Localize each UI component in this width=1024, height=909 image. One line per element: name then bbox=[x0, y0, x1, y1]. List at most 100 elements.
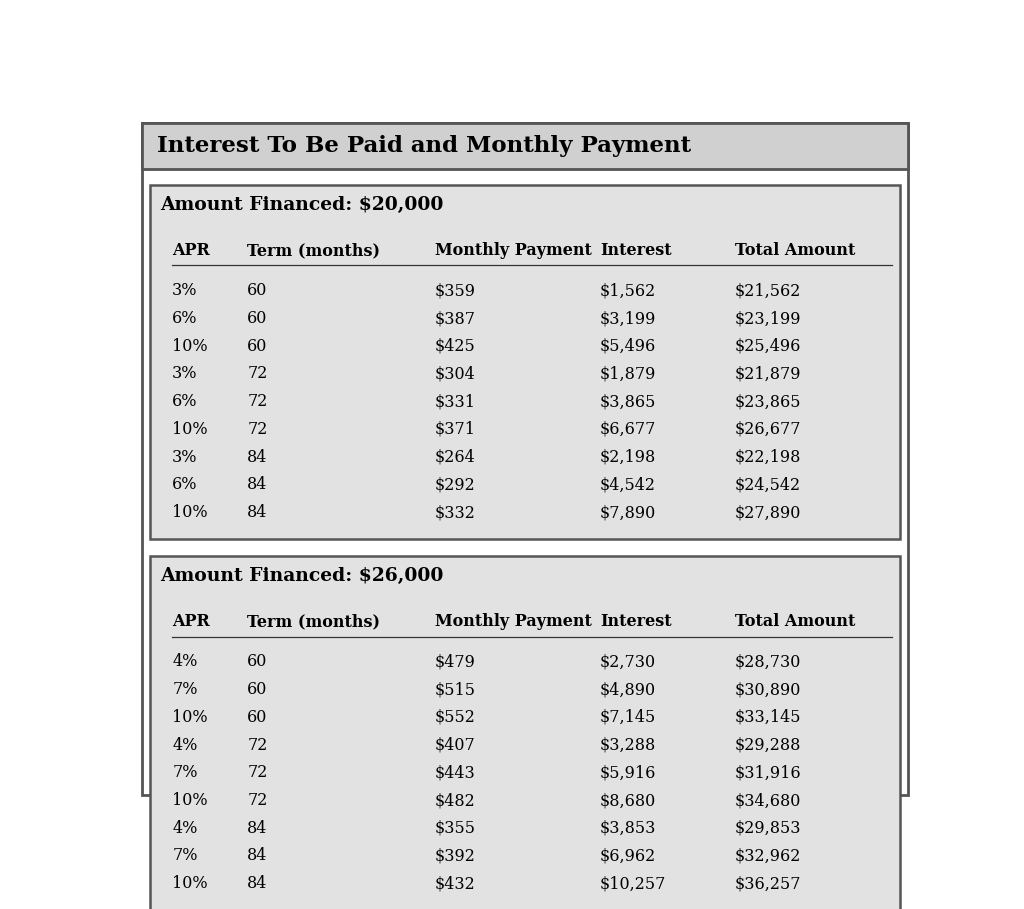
Text: 4%: 4% bbox=[172, 820, 198, 837]
Text: Term (months): Term (months) bbox=[247, 614, 380, 631]
Bar bbox=[142, 123, 907, 169]
Text: $425: $425 bbox=[435, 338, 475, 355]
Text: $4,542: $4,542 bbox=[600, 476, 655, 494]
Text: $1,562: $1,562 bbox=[600, 283, 656, 299]
Text: $29,853: $29,853 bbox=[735, 820, 802, 837]
Text: $443: $443 bbox=[435, 764, 475, 782]
Text: 60: 60 bbox=[247, 338, 267, 355]
Text: $30,890: $30,890 bbox=[735, 681, 801, 698]
Text: 6%: 6% bbox=[172, 394, 198, 410]
Text: 72: 72 bbox=[247, 764, 267, 782]
Text: 3%: 3% bbox=[172, 283, 198, 299]
Text: $482: $482 bbox=[435, 792, 475, 809]
Text: Total Amount: Total Amount bbox=[735, 614, 855, 631]
Text: 10%: 10% bbox=[172, 421, 208, 438]
Text: 7%: 7% bbox=[172, 681, 198, 698]
Text: $3,853: $3,853 bbox=[600, 820, 656, 837]
Text: $3,865: $3,865 bbox=[600, 394, 656, 410]
Text: 72: 72 bbox=[247, 365, 267, 383]
Text: $25,496: $25,496 bbox=[735, 338, 801, 355]
Text: $304: $304 bbox=[435, 365, 475, 383]
Text: $23,865: $23,865 bbox=[735, 394, 802, 410]
Text: $29,288: $29,288 bbox=[735, 736, 801, 754]
Text: $515: $515 bbox=[435, 681, 476, 698]
Text: 7%: 7% bbox=[172, 764, 198, 782]
Text: $6,962: $6,962 bbox=[600, 847, 656, 864]
Text: $21,562: $21,562 bbox=[735, 283, 801, 299]
Text: Monthly Payment: Monthly Payment bbox=[435, 243, 592, 259]
Text: $23,199: $23,199 bbox=[735, 310, 802, 327]
Text: 10%: 10% bbox=[172, 875, 208, 893]
Text: $2,198: $2,198 bbox=[600, 449, 656, 465]
Text: APR: APR bbox=[172, 243, 210, 259]
Text: 60: 60 bbox=[247, 709, 267, 726]
Text: $331: $331 bbox=[435, 394, 476, 410]
Text: 3%: 3% bbox=[172, 449, 198, 465]
Text: $8,680: $8,680 bbox=[600, 792, 656, 809]
Text: 84: 84 bbox=[247, 504, 267, 521]
Text: $31,916: $31,916 bbox=[735, 764, 802, 782]
Text: $3,199: $3,199 bbox=[600, 310, 656, 327]
Text: 6%: 6% bbox=[172, 310, 198, 327]
Text: 6%: 6% bbox=[172, 476, 198, 494]
Text: 84: 84 bbox=[247, 476, 267, 494]
Text: 3%: 3% bbox=[172, 365, 198, 383]
Text: $21,879: $21,879 bbox=[735, 365, 802, 383]
Text: $24,542: $24,542 bbox=[735, 476, 801, 494]
Text: Interest To Be Paid and Monthly Payment: Interest To Be Paid and Monthly Payment bbox=[158, 135, 691, 157]
Text: $32,962: $32,962 bbox=[735, 847, 801, 864]
Text: 60: 60 bbox=[247, 654, 267, 671]
Text: $22,198: $22,198 bbox=[735, 449, 801, 465]
Text: 60: 60 bbox=[247, 310, 267, 327]
Text: 72: 72 bbox=[247, 394, 267, 410]
Text: $392: $392 bbox=[435, 847, 476, 864]
Text: Interest: Interest bbox=[600, 243, 672, 259]
Text: 4%: 4% bbox=[172, 736, 198, 754]
Text: Total Amount: Total Amount bbox=[735, 243, 855, 259]
Text: $5,496: $5,496 bbox=[600, 338, 656, 355]
Bar bbox=[150, 185, 900, 539]
Text: $479: $479 bbox=[435, 654, 476, 671]
Text: Amount Financed: $26,000: Amount Financed: $26,000 bbox=[161, 566, 444, 584]
Text: 84: 84 bbox=[247, 820, 267, 837]
Text: 84: 84 bbox=[247, 449, 267, 465]
Text: $292: $292 bbox=[435, 476, 475, 494]
Text: $4,890: $4,890 bbox=[600, 681, 656, 698]
Text: $3,288: $3,288 bbox=[600, 736, 656, 754]
Text: $432: $432 bbox=[435, 875, 475, 893]
Text: $2,730: $2,730 bbox=[600, 654, 656, 671]
Text: $33,145: $33,145 bbox=[735, 709, 802, 726]
Text: $355: $355 bbox=[435, 820, 476, 837]
Text: Amount Financed: $20,000: Amount Financed: $20,000 bbox=[161, 195, 444, 214]
Text: $264: $264 bbox=[435, 449, 475, 465]
Text: $407: $407 bbox=[435, 736, 475, 754]
Text: $10,257: $10,257 bbox=[600, 875, 667, 893]
Text: 84: 84 bbox=[247, 875, 267, 893]
Text: $28,730: $28,730 bbox=[735, 654, 801, 671]
Text: Interest: Interest bbox=[600, 614, 672, 631]
Text: $552: $552 bbox=[435, 709, 476, 726]
Text: 10%: 10% bbox=[172, 792, 208, 809]
Text: $1,879: $1,879 bbox=[600, 365, 656, 383]
Text: $6,677: $6,677 bbox=[600, 421, 656, 438]
Text: 72: 72 bbox=[247, 421, 267, 438]
Text: 4%: 4% bbox=[172, 654, 198, 671]
Text: APR: APR bbox=[172, 614, 210, 631]
Bar bbox=[150, 555, 900, 909]
Text: 10%: 10% bbox=[172, 338, 208, 355]
Text: $359: $359 bbox=[435, 283, 476, 299]
Text: $7,890: $7,890 bbox=[600, 504, 656, 521]
Text: $34,680: $34,680 bbox=[735, 792, 801, 809]
Text: $371: $371 bbox=[435, 421, 476, 438]
Text: 60: 60 bbox=[247, 283, 267, 299]
Text: $5,916: $5,916 bbox=[600, 764, 656, 782]
Text: $332: $332 bbox=[435, 504, 476, 521]
Text: 72: 72 bbox=[247, 792, 267, 809]
Text: Term (months): Term (months) bbox=[247, 243, 380, 259]
Text: 60: 60 bbox=[247, 681, 267, 698]
Text: $387: $387 bbox=[435, 310, 476, 327]
Text: Monthly Payment: Monthly Payment bbox=[435, 614, 592, 631]
Text: $36,257: $36,257 bbox=[735, 875, 802, 893]
Text: 72: 72 bbox=[247, 736, 267, 754]
Text: 10%: 10% bbox=[172, 504, 208, 521]
